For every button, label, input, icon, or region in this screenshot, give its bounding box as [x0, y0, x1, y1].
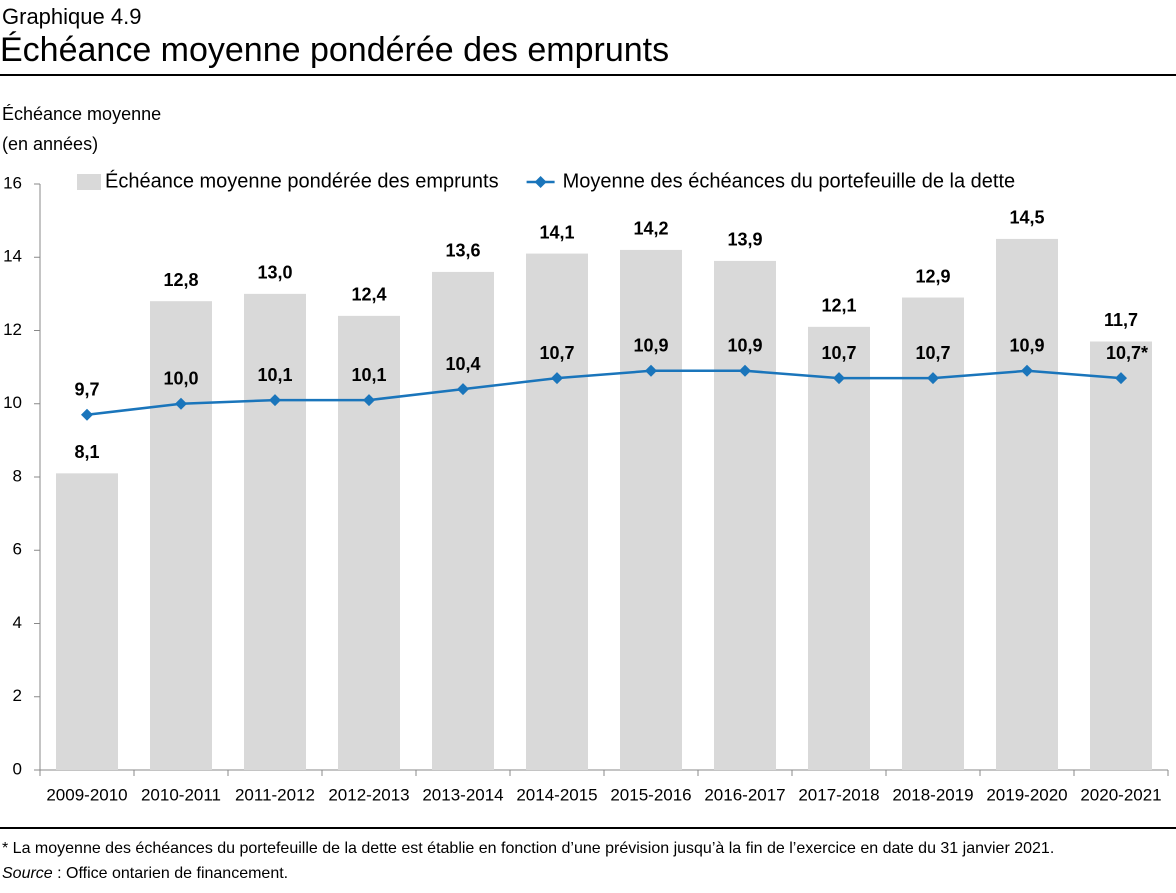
line-marker: [175, 397, 187, 410]
bar-value-label: 12,4: [351, 285, 386, 305]
bar: [338, 315, 400, 770]
x-tick-label: 2012-2013: [328, 785, 409, 804]
line-value-label: 9,7: [74, 379, 99, 399]
line-value-label: 10,9: [727, 336, 762, 356]
bar: [902, 297, 964, 770]
x-tick-label: 2014-2015: [516, 785, 597, 804]
y-tick-label: 14: [3, 247, 22, 266]
line-value-label: 10,1: [257, 365, 292, 385]
bar-value-label: 12,9: [915, 266, 950, 286]
line-value-label: 10,7*: [1106, 343, 1148, 363]
y-tick-label: 0: [13, 759, 22, 778]
bar-value-label: 8,1: [74, 442, 99, 462]
x-tick-label: 2020-2021: [1080, 785, 1161, 804]
x-tick-label: 2019-2020: [986, 785, 1067, 804]
bar: [150, 301, 212, 770]
bar-value-label: 14,1: [539, 222, 574, 242]
bar: [714, 260, 776, 770]
x-tick-label: 2009-2010: [46, 785, 127, 804]
source-text: : Office ontarien de financement.: [53, 865, 288, 882]
bar: [56, 473, 118, 770]
bar: [808, 326, 870, 770]
y-axis-label: Échéance moyenne: [2, 104, 161, 124]
x-tick-label: 2015-2016: [610, 785, 691, 804]
x-tick-label: 2013-2014: [422, 785, 503, 804]
bar-value-label: 12,1: [821, 296, 856, 316]
y-tick-label: 6: [13, 540, 22, 559]
bar: [432, 271, 494, 770]
bar: [526, 253, 588, 770]
legend-label: Moyenne des échéances du portefeuille de…: [563, 170, 1016, 192]
bar-value-label: 14,2: [633, 219, 668, 239]
bar: [620, 249, 682, 771]
footnote: * La moyenne des échéances du portefeuil…: [2, 840, 1054, 857]
x-tick-label: 2017-2018: [798, 785, 879, 804]
chart-title: Échéance moyenne pondérée des emprunts: [0, 31, 669, 69]
bar: [244, 293, 306, 770]
y-tick-label: 2: [13, 686, 22, 705]
line-marker: [551, 372, 563, 385]
line-marker: [927, 372, 939, 385]
line-value-label: 10,7: [539, 343, 574, 363]
line-value-label: 10,7: [821, 343, 856, 363]
x-tick-label: 2010-2011: [141, 785, 221, 804]
legend-swatch: [534, 176, 547, 188]
bar-value-label: 12,8: [163, 270, 198, 290]
line-value-label: 10,7: [915, 343, 950, 363]
line-value-label: 10,4: [445, 354, 480, 374]
bar-value-label: 13,0: [257, 263, 292, 283]
y-tick-label: 8: [13, 466, 22, 485]
legend-label: Échéance moyenne pondérée des emprunts: [105, 169, 499, 192]
x-tick-label: 2016-2017: [704, 785, 785, 804]
y-tick-label: 10: [3, 393, 22, 412]
line-value-label: 10,1: [351, 365, 386, 385]
source: Source : Office ontarien de financement.: [2, 865, 288, 882]
y-tick-label: 16: [3, 173, 22, 192]
line-marker: [1115, 372, 1127, 385]
bar: [1090, 341, 1152, 770]
line-marker: [457, 383, 469, 396]
line-value-label: 10,0: [163, 369, 198, 389]
y-axis-label: (en années): [2, 134, 98, 154]
source-label: Source: [2, 865, 53, 882]
x-tick-label: 2018-2019: [892, 785, 973, 804]
line-marker: [739, 364, 751, 377]
bar: [996, 238, 1058, 770]
chart-kicker: Graphique 4.9: [2, 4, 141, 29]
line-marker: [269, 394, 281, 407]
line: [86, 369, 1122, 416]
legend-swatch: [77, 174, 101, 190]
y-tick-label: 4: [13, 613, 22, 632]
line-marker: [81, 408, 93, 421]
x-tick-label: 2011-2012: [235, 785, 315, 804]
line-marker: [645, 364, 657, 377]
bar-value-label: 13,6: [445, 241, 480, 261]
line-value-label: 10,9: [633, 336, 668, 356]
bar-value-label: 14,5: [1009, 208, 1044, 228]
line-marker: [1021, 364, 1033, 377]
bar-value-label: 11,7: [1104, 310, 1138, 330]
line-marker: [833, 372, 845, 385]
line-marker: [363, 394, 375, 407]
bar-value-label: 13,9: [727, 230, 762, 250]
y-tick-label: 12: [3, 320, 22, 339]
line-value-label: 10,9: [1009, 336, 1044, 356]
